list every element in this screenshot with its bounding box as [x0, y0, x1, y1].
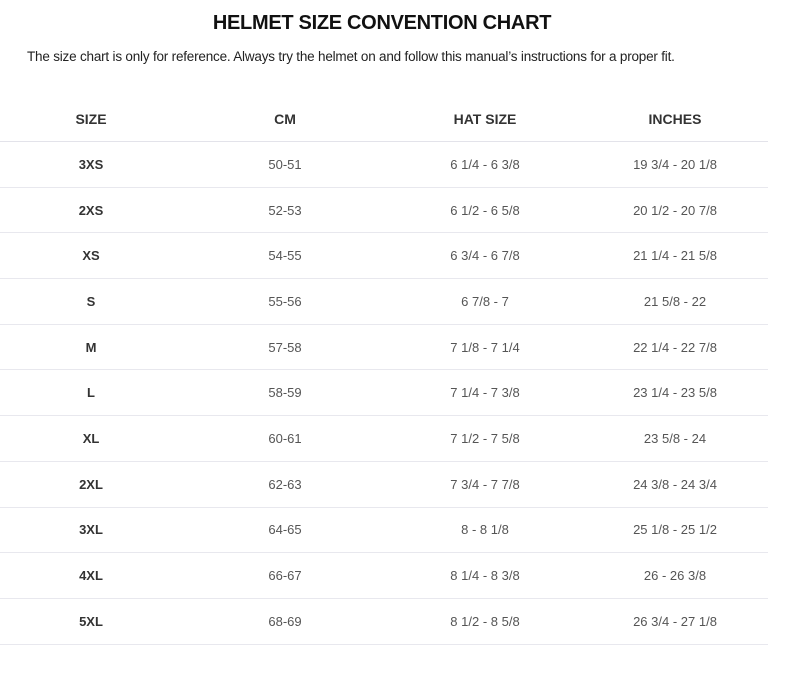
- inches-cell: 23 1/4 - 23 5/8: [633, 385, 717, 401]
- page-subtitle: The size chart is only for reference. Al…: [27, 49, 675, 64]
- header-hat-size: HAT SIZE: [453, 110, 517, 127]
- inches-cell: 23 5/8 - 24: [643, 430, 707, 446]
- table-row: 2XS 52-53 6 1/2 - 6 5/8 20 1/2 - 20 7/8: [0, 188, 768, 234]
- cm-cell: 60-61: [268, 430, 302, 446]
- table-header-row: SIZE CM HAT SIZE INCHES: [0, 96, 768, 142]
- cm-cell: 50-51: [268, 156, 302, 172]
- inches-cell: 25 1/8 - 25 1/2: [633, 522, 717, 538]
- cm-cell: 64-65: [268, 522, 302, 538]
- size-cell: 2XL: [79, 476, 103, 492]
- table-row: 3XS 50-51 6 1/4 - 6 3/8 19 3/4 - 20 1/8: [0, 142, 768, 188]
- hat-size-cell: 6 1/4 - 6 3/8: [450, 156, 520, 172]
- table-row: 3XL 64-65 8 - 8 1/8 25 1/8 - 25 1/2: [0, 508, 768, 554]
- size-cell: S: [86, 293, 96, 309]
- size-cell: M: [85, 339, 97, 355]
- header-size: SIZE: [75, 110, 107, 127]
- size-cell: 3XL: [79, 522, 103, 538]
- cm-cell: 66-67: [268, 568, 302, 584]
- hat-size-cell: 6 3/4 - 6 7/8: [450, 248, 520, 264]
- size-cell: 2XS: [78, 202, 104, 218]
- table-row: XL 60-61 7 1/2 - 7 5/8 23 5/8 - 24: [0, 416, 768, 462]
- inches-cell: 24 3/8 - 24 3/4: [633, 476, 717, 492]
- cm-cell: 55-56: [268, 293, 302, 309]
- inches-cell: 26 - 26 3/8: [643, 568, 707, 584]
- hat-size-cell: 8 1/2 - 8 5/8: [450, 613, 520, 629]
- cm-cell: 57-58: [268, 339, 302, 355]
- cm-cell: 58-59: [268, 385, 302, 401]
- hat-size-cell: 6 7/8 - 7: [461, 293, 509, 309]
- table-row: 2XL 62-63 7 3/4 - 7 7/8 24 3/8 - 24 3/4: [0, 462, 768, 508]
- table-row: XS 54-55 6 3/4 - 6 7/8 21 1/4 - 21 5/8: [0, 233, 768, 280]
- page-title: HELMET SIZE CONVENTION CHART: [212, 12, 552, 34]
- size-cell: 5XL: [79, 613, 103, 629]
- size-cell: 3XS: [78, 156, 104, 172]
- cm-cell: 52-53: [268, 202, 302, 218]
- hat-size-cell: 7 3/4 - 7 7/8: [450, 476, 520, 492]
- inches-cell: 19 3/4 - 20 1/8: [633, 156, 717, 172]
- size-cell: XS: [82, 248, 100, 264]
- inches-cell: 21 1/4 - 21 5/8: [633, 248, 717, 264]
- inches-cell: 20 1/2 - 20 7/8: [633, 202, 717, 218]
- inches-cell: 26 3/4 - 27 1/8: [633, 613, 717, 629]
- cm-cell: 68-69: [268, 613, 302, 629]
- header-inches: INCHES: [648, 110, 702, 127]
- size-cell: 4XL: [79, 568, 103, 584]
- size-cell: XL: [82, 430, 100, 446]
- table-row: L 58-59 7 1/4 - 7 3/8 23 1/4 - 23 5/8: [0, 370, 768, 417]
- size-chart-table: SIZE CM HAT SIZE INCHES 3XS 50-51 6 1/4 - …: [0, 96, 768, 645]
- cm-cell: 54-55: [268, 248, 302, 264]
- hat-size-cell: 6 1/2 - 6 5/8: [450, 202, 520, 218]
- hat-size-cell: 7 1/2 - 7 5/8: [450, 430, 520, 446]
- table-row: M 57-58 7 1/8 - 7 1/4 22 1/4 - 22 7/8: [0, 325, 768, 371]
- table-row: 5XL 68-69 8 1/2 - 8 5/8 26 3/4 - 27 1/8: [0, 599, 768, 645]
- hat-size-cell: 7 1/4 - 7 3/8: [450, 385, 520, 401]
- hat-size-cell: 7 1/8 - 7 1/4: [450, 339, 520, 355]
- inches-cell: 21 5/8 - 22: [643, 293, 707, 309]
- table-row: 4XL 66-67 8 1/4 - 8 3/8 26 - 26 3/8: [0, 553, 768, 599]
- hat-size-cell: 8 - 8 1/8: [461, 522, 509, 538]
- cm-cell: 62-63: [268, 476, 302, 492]
- hat-size-cell: 8 1/4 - 8 3/8: [450, 568, 520, 584]
- table-row: S 55-56 6 7/8 - 7 21 5/8 - 22: [0, 279, 768, 325]
- inches-cell: 22 1/4 - 22 7/8: [633, 339, 717, 355]
- size-cell: L: [87, 385, 95, 401]
- header-cm: CM: [274, 110, 296, 127]
